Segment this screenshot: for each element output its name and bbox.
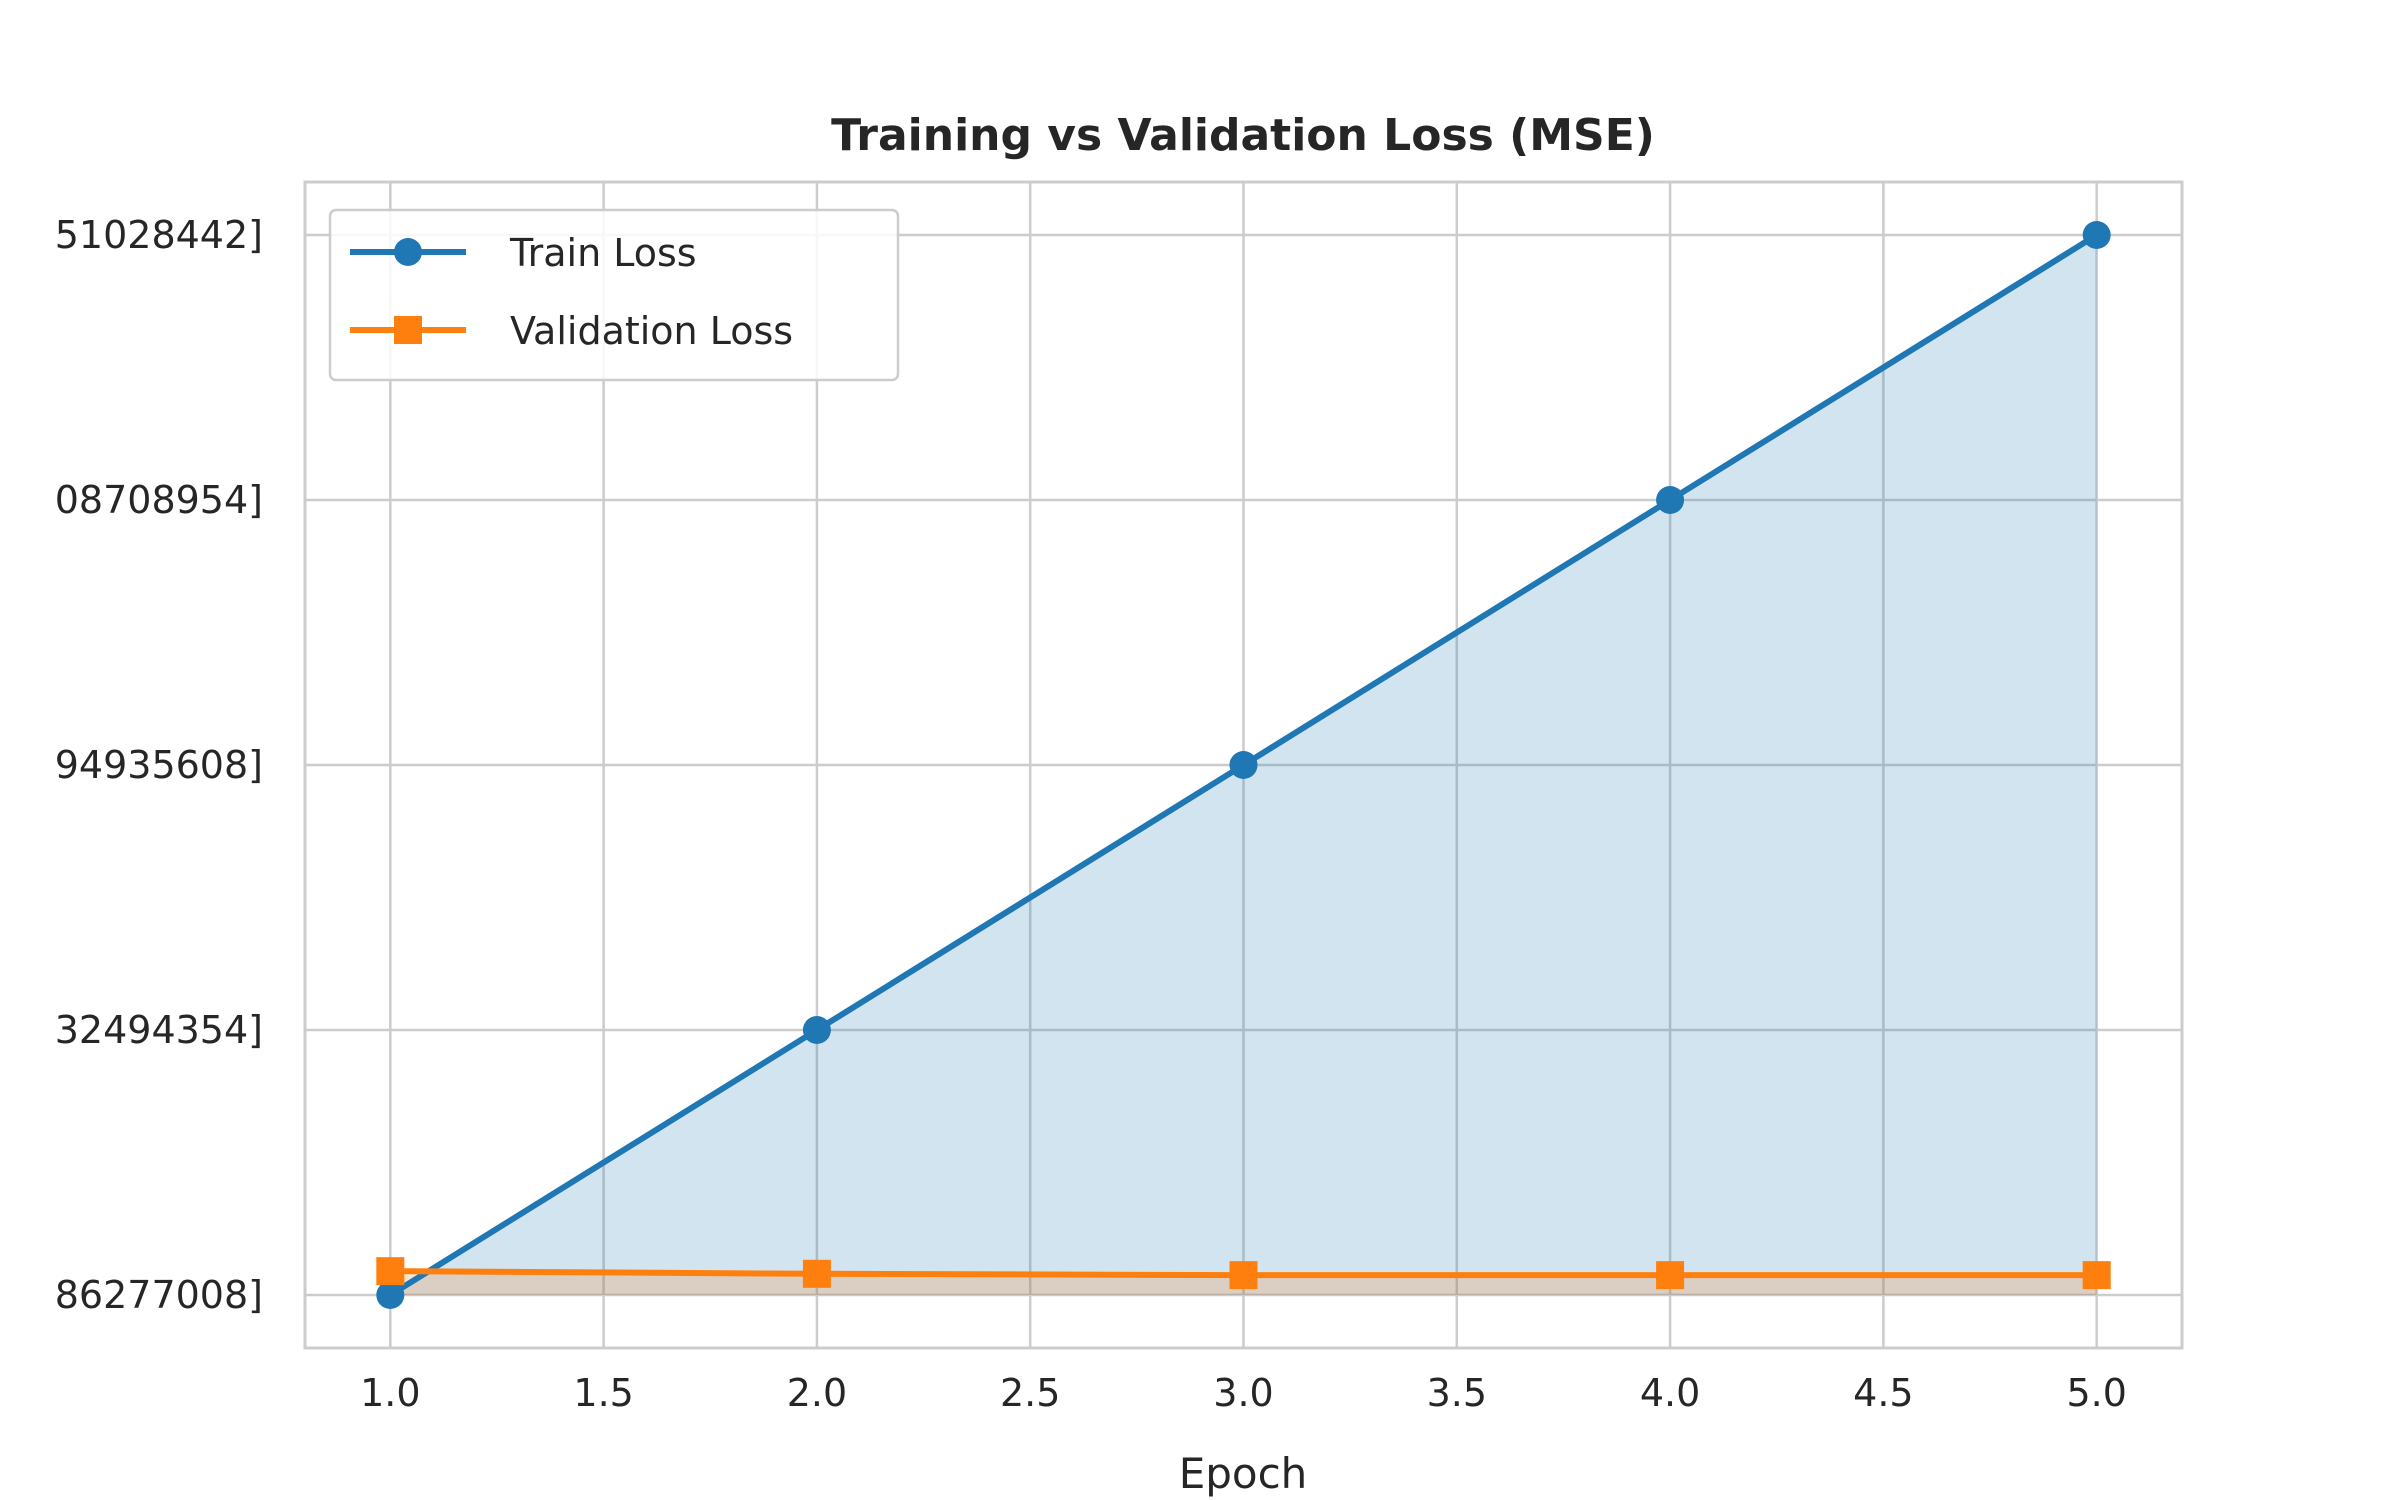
y-tick-label: 94935608]	[55, 743, 263, 787]
legend: Train Loss Validation Loss	[328, 208, 900, 382]
legend-validation-label: Validation Loss	[510, 309, 793, 353]
x-tick-label: 3.0	[1213, 1371, 1273, 1415]
y-tick-labels: 86277008] 32494354] 94935608] 08708954] 5102…	[55, 213, 263, 1317]
legend-validation-marker	[394, 316, 422, 344]
legend-train-marker	[394, 238, 422, 266]
series-markers	[376, 221, 2111, 1309]
x-tick-label: 3.5	[1427, 1371, 1487, 1415]
x-tick-label: 1.0	[360, 1371, 420, 1415]
legend-train-label: Train Loss	[509, 231, 697, 275]
validation-loss-point	[2082, 1261, 2111, 1290]
validation-loss-point	[376, 1257, 405, 1286]
train-loss-point	[1229, 751, 1258, 779]
plot-frame	[303, 180, 2184, 1350]
y-tick-label: 32494354]	[55, 1008, 263, 1052]
x-axis-label: Epoch	[1179, 1449, 1308, 1498]
x-tick-label: 2.0	[787, 1371, 847, 1415]
x-tick-label: 4.0	[1640, 1371, 1700, 1415]
y-tick-label: 51028442]	[55, 213, 263, 257]
x-tick-label: 4.5	[1853, 1371, 1913, 1415]
validation-loss-point	[802, 1259, 831, 1288]
validation-loss-point	[1656, 1261, 1685, 1290]
y-tick-label: 86277008]	[55, 1273, 263, 1317]
train-loss-point	[376, 1281, 405, 1309]
y-tick-label: 08708954]	[55, 478, 263, 522]
x-tick-label: 1.5	[573, 1371, 633, 1415]
x-tick-labels: 1.0 1.5 2.0 2.5 3.0 3.5 4.0 4.5 5.0	[360, 1371, 2127, 1415]
validation-loss-point	[1229, 1261, 1258, 1290]
train-loss-point	[2082, 221, 2111, 249]
x-tick-label: 2.5	[1000, 1371, 1060, 1415]
legend-box	[328, 208, 900, 382]
train-loss-point	[802, 1016, 831, 1044]
train-loss-point	[1656, 486, 1685, 514]
x-tick-label: 5.0	[2066, 1371, 2126, 1415]
chart-title: Training vs Validation Loss (MSE)	[831, 110, 1655, 161]
